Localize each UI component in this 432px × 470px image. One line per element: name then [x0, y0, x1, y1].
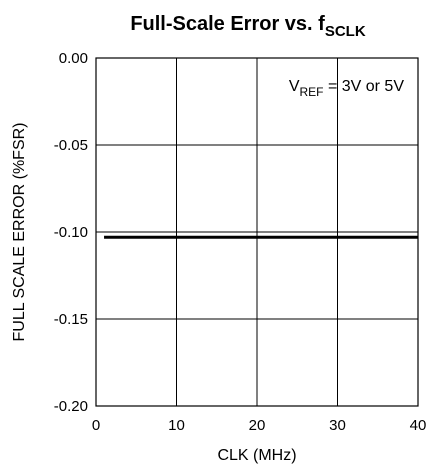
- y-tick-labels: 0.00 -0.05 -0.10 -0.15 -0.20: [54, 50, 88, 415]
- x-tick-label: 40: [410, 417, 427, 434]
- x-tick-labels: 0 10 20 30 40: [92, 417, 427, 434]
- y-tick-label: -0.05: [54, 137, 88, 154]
- x-tick-label: 20: [249, 417, 266, 434]
- x-axis-label: CLK (MHz): [217, 447, 296, 464]
- chart-title-sub: SCLK: [325, 23, 366, 40]
- y-tick-label: -0.10: [54, 224, 88, 241]
- y-tick-label: -0.20: [54, 398, 88, 415]
- vref-prefix: V: [289, 78, 300, 95]
- y-tick-label: -0.15: [54, 311, 88, 328]
- chart-title: Full-Scale Error vs. fSCLK: [130, 13, 366, 40]
- chart-title-main: Full-Scale Error vs. f: [130, 13, 325, 35]
- vref-suffix: = 3V or 5V: [324, 78, 405, 95]
- x-tick-label: 0: [92, 417, 100, 434]
- vref-sub: REF: [300, 85, 324, 99]
- plot-frame: [95, 57, 419, 407]
- x-tick-label: 10: [168, 417, 185, 434]
- y-axis-label: FULL SCALE ERROR (%FSR): [11, 123, 28, 342]
- x-tick-label: 30: [329, 417, 346, 434]
- grid: [95, 57, 419, 407]
- vref-annotation: VREF = 3V or 5V: [289, 78, 404, 99]
- y-tick-label: 0.00: [59, 50, 88, 67]
